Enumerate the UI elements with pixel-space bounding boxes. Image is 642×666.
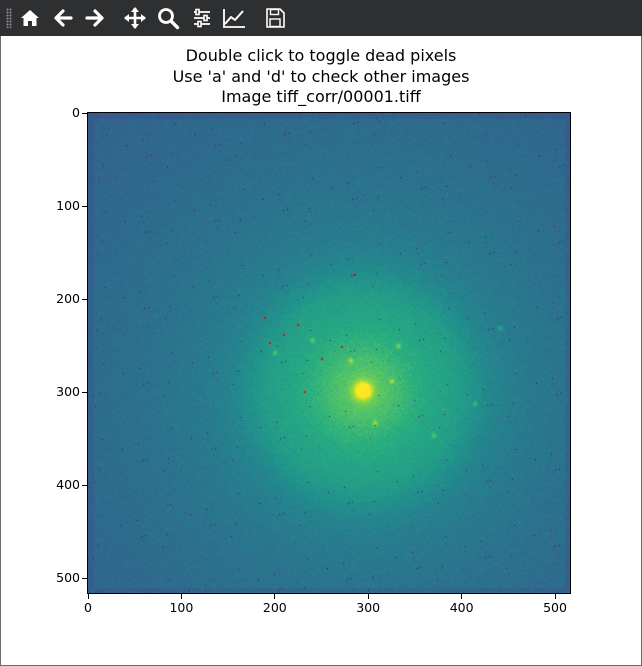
x-tick-label: 300 — [356, 600, 381, 615]
y-tick-label: 400 — [56, 477, 80, 493]
x-tick-mark — [461, 594, 463, 599]
x-tick-mark — [367, 594, 369, 599]
y-tick-mark — [82, 577, 87, 579]
line-chart-icon — [223, 9, 245, 28]
arrow-left-icon — [54, 9, 73, 27]
y-tick-mark — [82, 391, 87, 393]
y-tick-mark — [82, 205, 87, 207]
y-tick-label: 500 — [56, 570, 80, 586]
edit-axis-button[interactable] — [221, 5, 247, 31]
home-button[interactable] — [17, 5, 43, 31]
x-tick-label: 500 — [543, 600, 567, 615]
detector-image-heatmap[interactable] — [88, 113, 570, 593]
image-axes[interactable] — [87, 112, 571, 594]
x-tick-label: 100 — [169, 600, 194, 615]
pan-button[interactable] — [122, 5, 148, 31]
zoom-button[interactable] — [155, 5, 181, 31]
back-button[interactable] — [50, 5, 76, 31]
y-tick-mark — [82, 112, 87, 114]
x-tick-mark — [274, 594, 276, 599]
y-tick-label: 0 — [72, 105, 80, 120]
arrow-right-icon — [85, 9, 104, 27]
x-tick-mark — [180, 594, 182, 599]
sliders-icon — [194, 8, 210, 28]
floppy-disk-icon — [266, 8, 285, 28]
save-button[interactable] — [262, 5, 288, 31]
y-tick-label: 300 — [56, 384, 80, 400]
move-arrows-icon — [124, 7, 146, 29]
magnifier-icon — [158, 8, 180, 30]
x-tick-label: 0 — [84, 600, 92, 615]
home-icon — [21, 10, 39, 26]
x-tick-label: 200 — [262, 600, 287, 615]
navigation-toolbar — [0, 0, 642, 36]
title-line-3: Image tiff_corr/00001.tiff — [221, 87, 421, 106]
plot-title: Double click to toggle dead pixels Use '… — [0, 46, 642, 108]
toolbar-grip-icon[interactable] — [6, 8, 12, 28]
x-tick-mark — [554, 594, 556, 599]
y-tick-label: 200 — [56, 291, 80, 307]
y-tick-mark — [82, 484, 87, 486]
y-tick-mark — [82, 298, 87, 300]
forward-button[interactable] — [82, 5, 108, 31]
configure-subplots-button[interactable] — [189, 5, 215, 31]
title-line-2: Use 'a' and 'd' to check other images — [172, 66, 470, 86]
y-tick-label: 100 — [56, 198, 80, 214]
x-tick-label: 400 — [449, 600, 474, 615]
x-tick-mark — [87, 594, 89, 599]
title-line-1: Double click to toggle dead pixels — [185, 46, 457, 65]
